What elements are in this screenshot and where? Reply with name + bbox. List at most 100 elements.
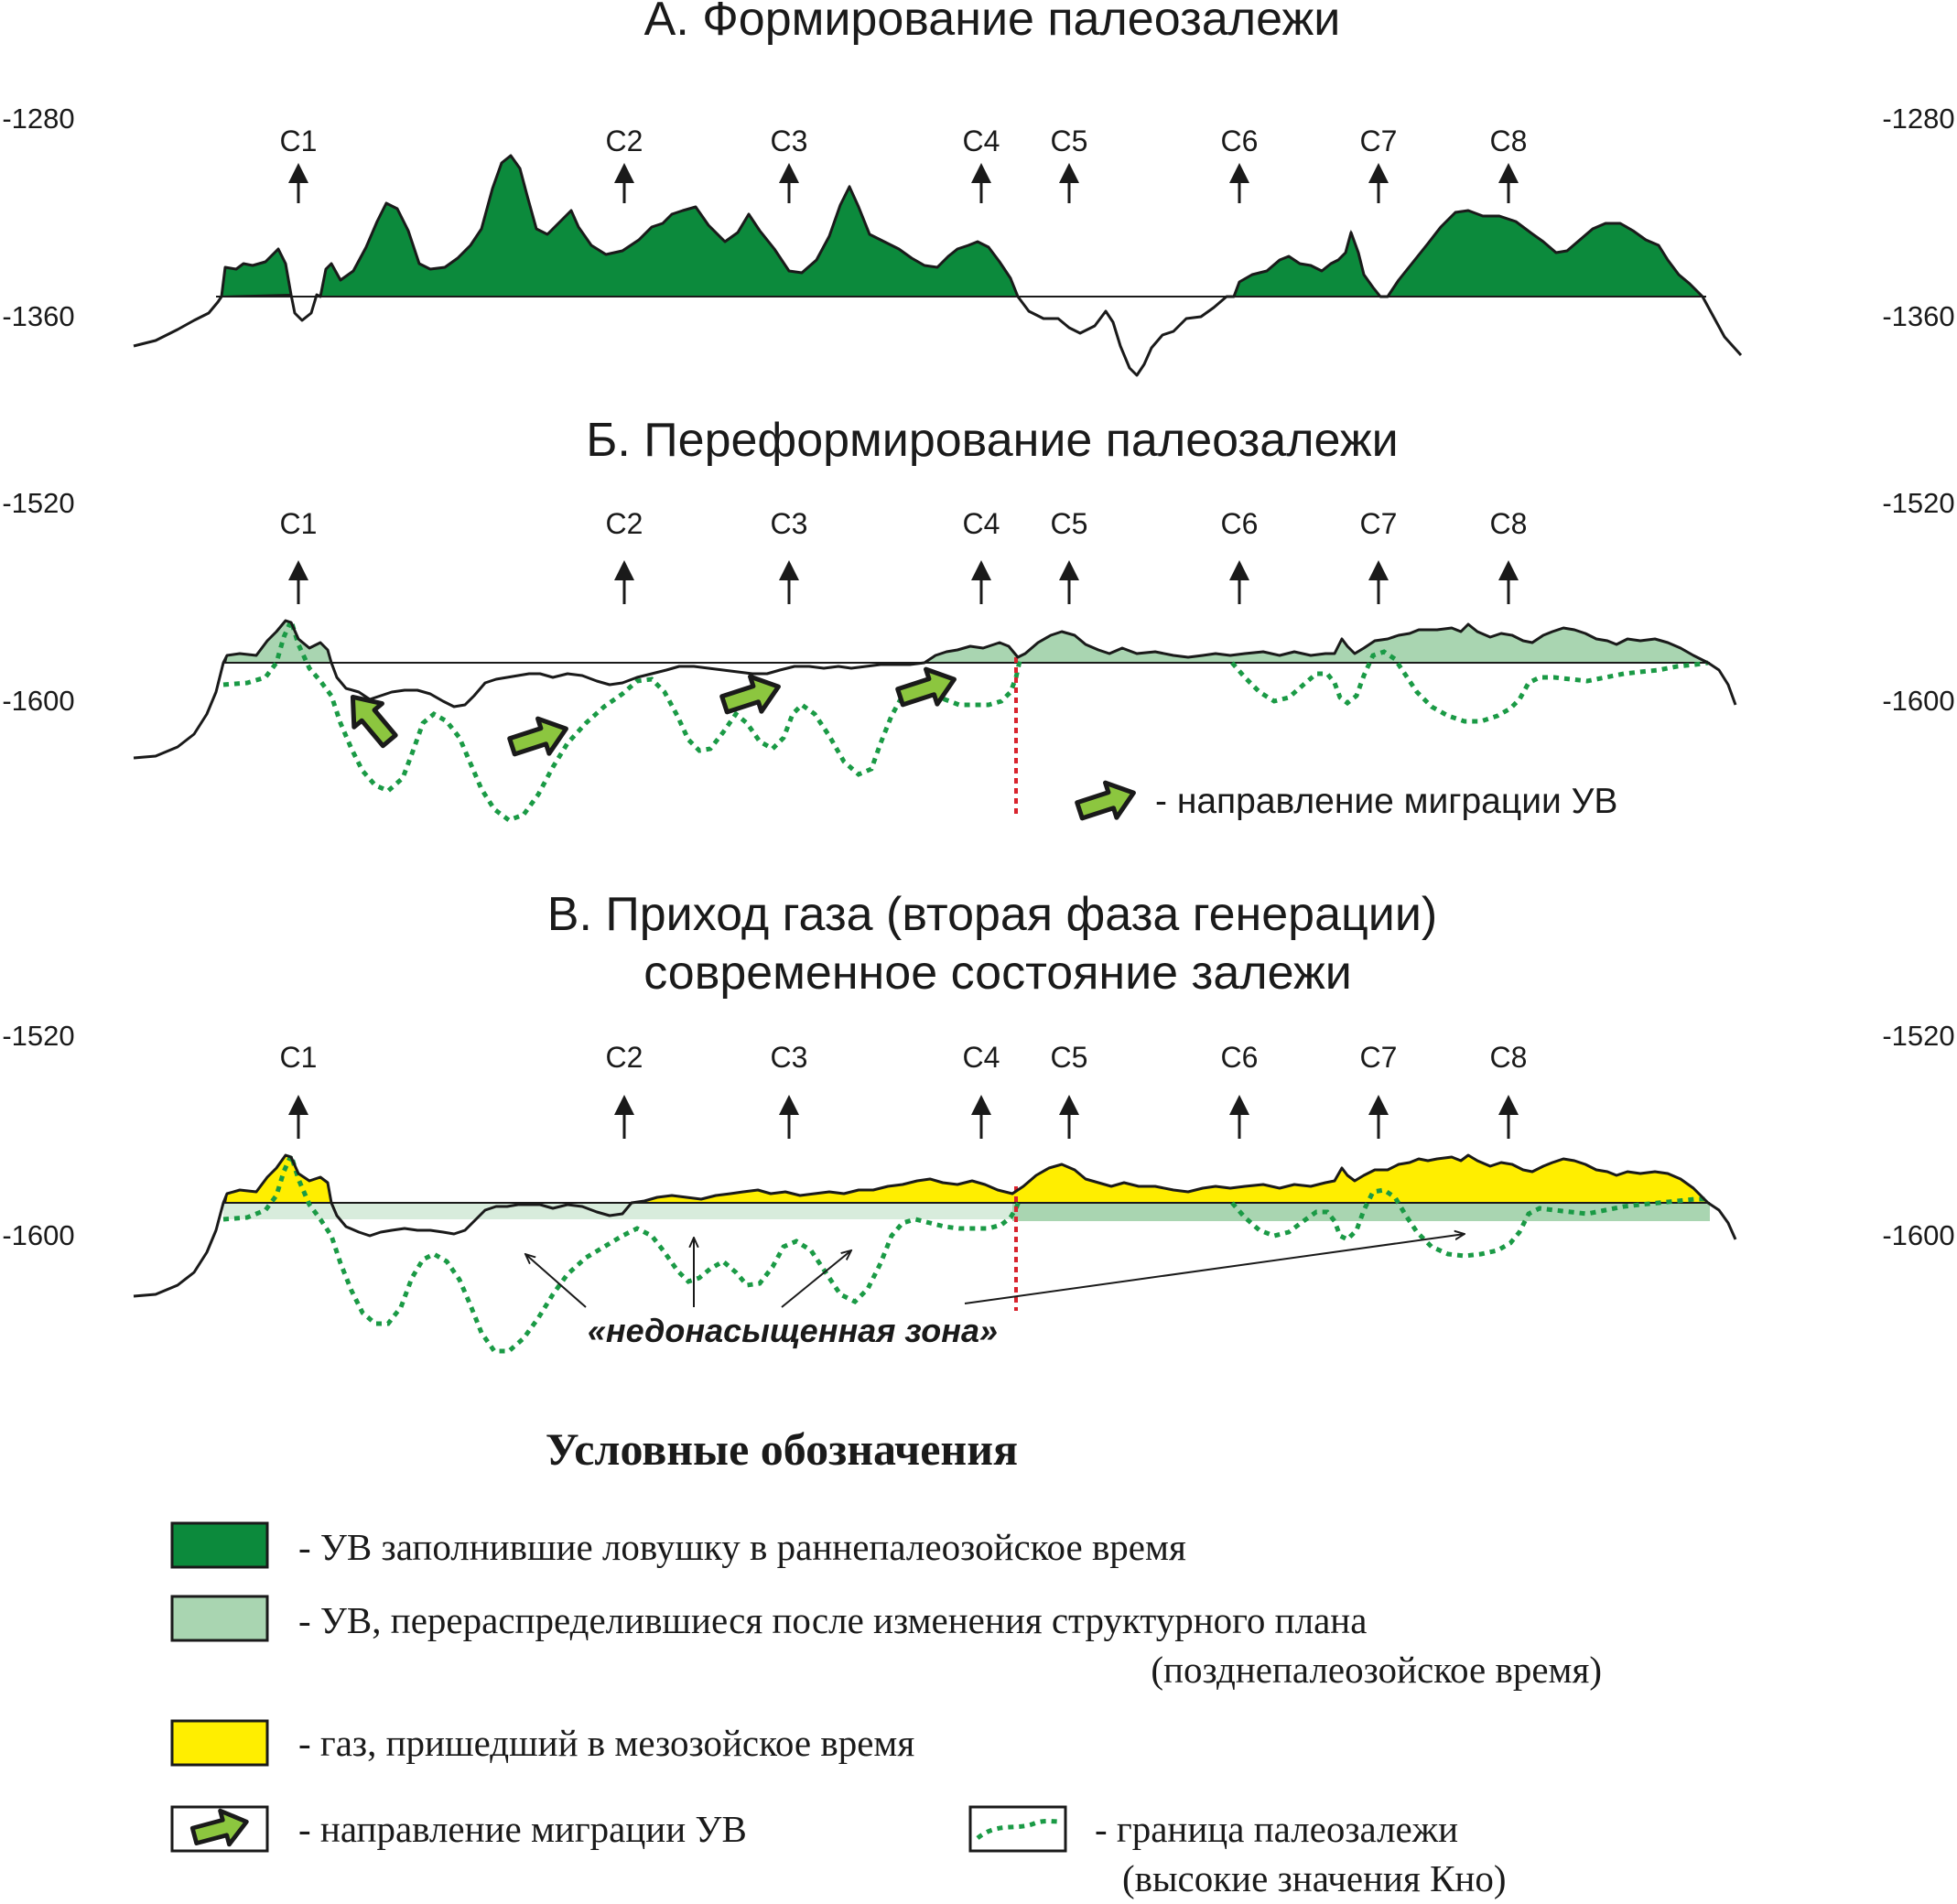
panel-b-title: Б. Переформирование палеозалежи (586, 414, 1398, 467)
legend-boundary-line-icon (976, 1819, 1061, 1841)
panel-b-structure-line (133, 619, 1737, 760)
panel-b-redistributed-hc-fill (921, 622, 1709, 664)
panel-b-paleo-boundary (222, 613, 1022, 823)
well-arrow-icon (1229, 163, 1249, 183)
panel-c-depth-bottom-right: -1600 (1882, 1219, 1954, 1251)
well-label: C4 (963, 1041, 1000, 1074)
well-arrow-icon (1059, 163, 1079, 183)
well-label: C2 (606, 1041, 643, 1074)
undersaturated-zone-label: «недонасыщенная зона» (588, 1312, 998, 1349)
well-label: C7 (1360, 124, 1398, 157)
legend-swatch-gas (170, 1719, 269, 1767)
well-label: C6 (1221, 507, 1259, 540)
legend-swatch-boundary (968, 1805, 1067, 1853)
panel-c-wells: C1 C2 C3 C4 C5 C6 C7 C8 (280, 1041, 1528, 1139)
panel-a-title: А. Формирование палеозалежи (644, 0, 1341, 46)
panel-c-depth-bottom-left: -1600 (2, 1219, 74, 1251)
panel-c-redistributed-hc-band (223, 1203, 1012, 1219)
well-label: C6 (1221, 1041, 1259, 1074)
well-label: C3 (771, 507, 808, 540)
well-label: C2 (606, 124, 643, 157)
well-arrow-icon (1498, 1095, 1519, 1115)
well-arrow-icon (1368, 560, 1389, 580)
well-arrow-icon (779, 560, 799, 580)
migration-arrow (719, 674, 781, 715)
legend-label-boundary: - граница палеозалежи (1095, 1808, 1458, 1850)
panel-c: В. Приход газа (вторая фаза генерации) с… (2, 888, 1955, 1354)
legend-label-redistributed-hc-line-2: (позднепалеозойское время) (1151, 1649, 1602, 1691)
well-arrow-icon (1229, 560, 1249, 580)
legend-migration-arrow-icon (189, 1808, 249, 1847)
well-label: C8 (1490, 1041, 1528, 1074)
well-label: C2 (606, 507, 643, 540)
panel-c-title-line-2: современное состояние залежи (643, 947, 1352, 1000)
panel-a-depth-bottom-right: -1360 (1882, 300, 1954, 332)
well-label: C7 (1360, 1041, 1398, 1074)
panel-b-depth-top-right: -1520 (1882, 487, 1954, 519)
migration-arrow (350, 694, 398, 749)
well-label: C1 (280, 1041, 318, 1074)
well-label: C5 (1051, 507, 1088, 540)
panel-c-redistributed-hc-band (1012, 1203, 1710, 1221)
panel-a-early-hc-fill (319, 154, 1020, 298)
panel-b-depth-bottom-left: -1600 (2, 685, 74, 717)
legend: Условные обозначения - УВ заполнившие ло… (170, 1423, 1602, 1899)
panel-a-depth-top-right: -1280 (1882, 103, 1954, 135)
well-arrow-icon (1229, 1095, 1249, 1115)
well-arrow-icon (288, 1095, 308, 1115)
panel-a-early-hc-fill (1386, 209, 1705, 298)
migration-note-arrow (1075, 780, 1136, 821)
well-label: C7 (1360, 507, 1398, 540)
well-arrow-icon (779, 163, 799, 183)
panel-c-structure-line (133, 1153, 1737, 1298)
well-label: C8 (1490, 124, 1528, 157)
migration-note: - направление миграции УВ (1155, 782, 1617, 821)
zone-pointer-arrow (525, 1254, 587, 1308)
panel-a-wells: C1 C2 C3 C4 C5 C6 C7 C8 (280, 124, 1528, 203)
well-label: C4 (963, 507, 1000, 540)
legend-label-migration: - направление миграции УВ (298, 1808, 747, 1850)
panel-b-wells: C1 C2 C3 C4 C5 C6 C7 C8 (280, 507, 1528, 604)
well-label: C8 (1490, 507, 1528, 540)
panel-b-paleo-boundary (1230, 649, 1709, 724)
well-arrow-icon (1368, 163, 1389, 183)
legend-label-gas: - газ, пришедший в мезозойское время (298, 1722, 914, 1764)
well-label: C5 (1051, 1041, 1088, 1074)
panel-c-paleo-boundary (1230, 1187, 1708, 1259)
panel-b-depth-bottom-right: -1600 (1882, 685, 1954, 717)
well-label: C5 (1051, 124, 1088, 157)
well-arrow-icon (971, 1095, 991, 1115)
well-label: C4 (963, 124, 1000, 157)
legend-label-boundary-line-2: (высокие значения Кно) (1122, 1857, 1507, 1899)
panel-a-depth-top-left: -1280 (2, 103, 74, 135)
well-label: C1 (280, 124, 318, 157)
well-label: C1 (280, 507, 318, 540)
zone-pointer-arrow (964, 1234, 1465, 1304)
legend-label-early-hc: - УВ заполнившие ловушку в раннепалеозой… (298, 1526, 1186, 1568)
legend-label-redistributed-hc: - УВ, перераспределившиеся после изменен… (298, 1599, 1367, 1641)
well-label: C3 (771, 1041, 808, 1074)
well-arrow-icon (1498, 163, 1519, 183)
legend-title: Условные обозначения (546, 1423, 1018, 1475)
well-arrow-icon (614, 560, 634, 580)
migration-arrow (507, 716, 568, 757)
panel-a: А. Формирование палеозалежи -1280 -1360 … (2, 0, 1955, 377)
well-label: C3 (771, 124, 808, 157)
well-arrow-icon (1059, 560, 1079, 580)
well-arrow-icon (1059, 1095, 1079, 1115)
migration-arrow (895, 666, 957, 708)
well-arrow-icon (1498, 560, 1519, 580)
panel-a-depth-bottom-left: -1360 (2, 300, 74, 332)
panel-b: Б. Переформирование палеозалежи -1520 -1… (2, 414, 1955, 823)
well-arrow-icon (614, 163, 634, 183)
well-arrow-icon (971, 560, 991, 580)
well-arrow-icon (288, 560, 308, 580)
zone-pointer-arrow (781, 1250, 851, 1308)
well-label: C6 (1221, 124, 1259, 157)
panel-a-structure-line (133, 154, 1743, 377)
panel-c-title-line-1: В. Приход газа (вторая фаза генерации) (547, 888, 1437, 941)
well-arrow-icon (1368, 1095, 1389, 1115)
well-arrow-icon (971, 163, 991, 183)
legend-swatch-early-hc (170, 1521, 269, 1569)
